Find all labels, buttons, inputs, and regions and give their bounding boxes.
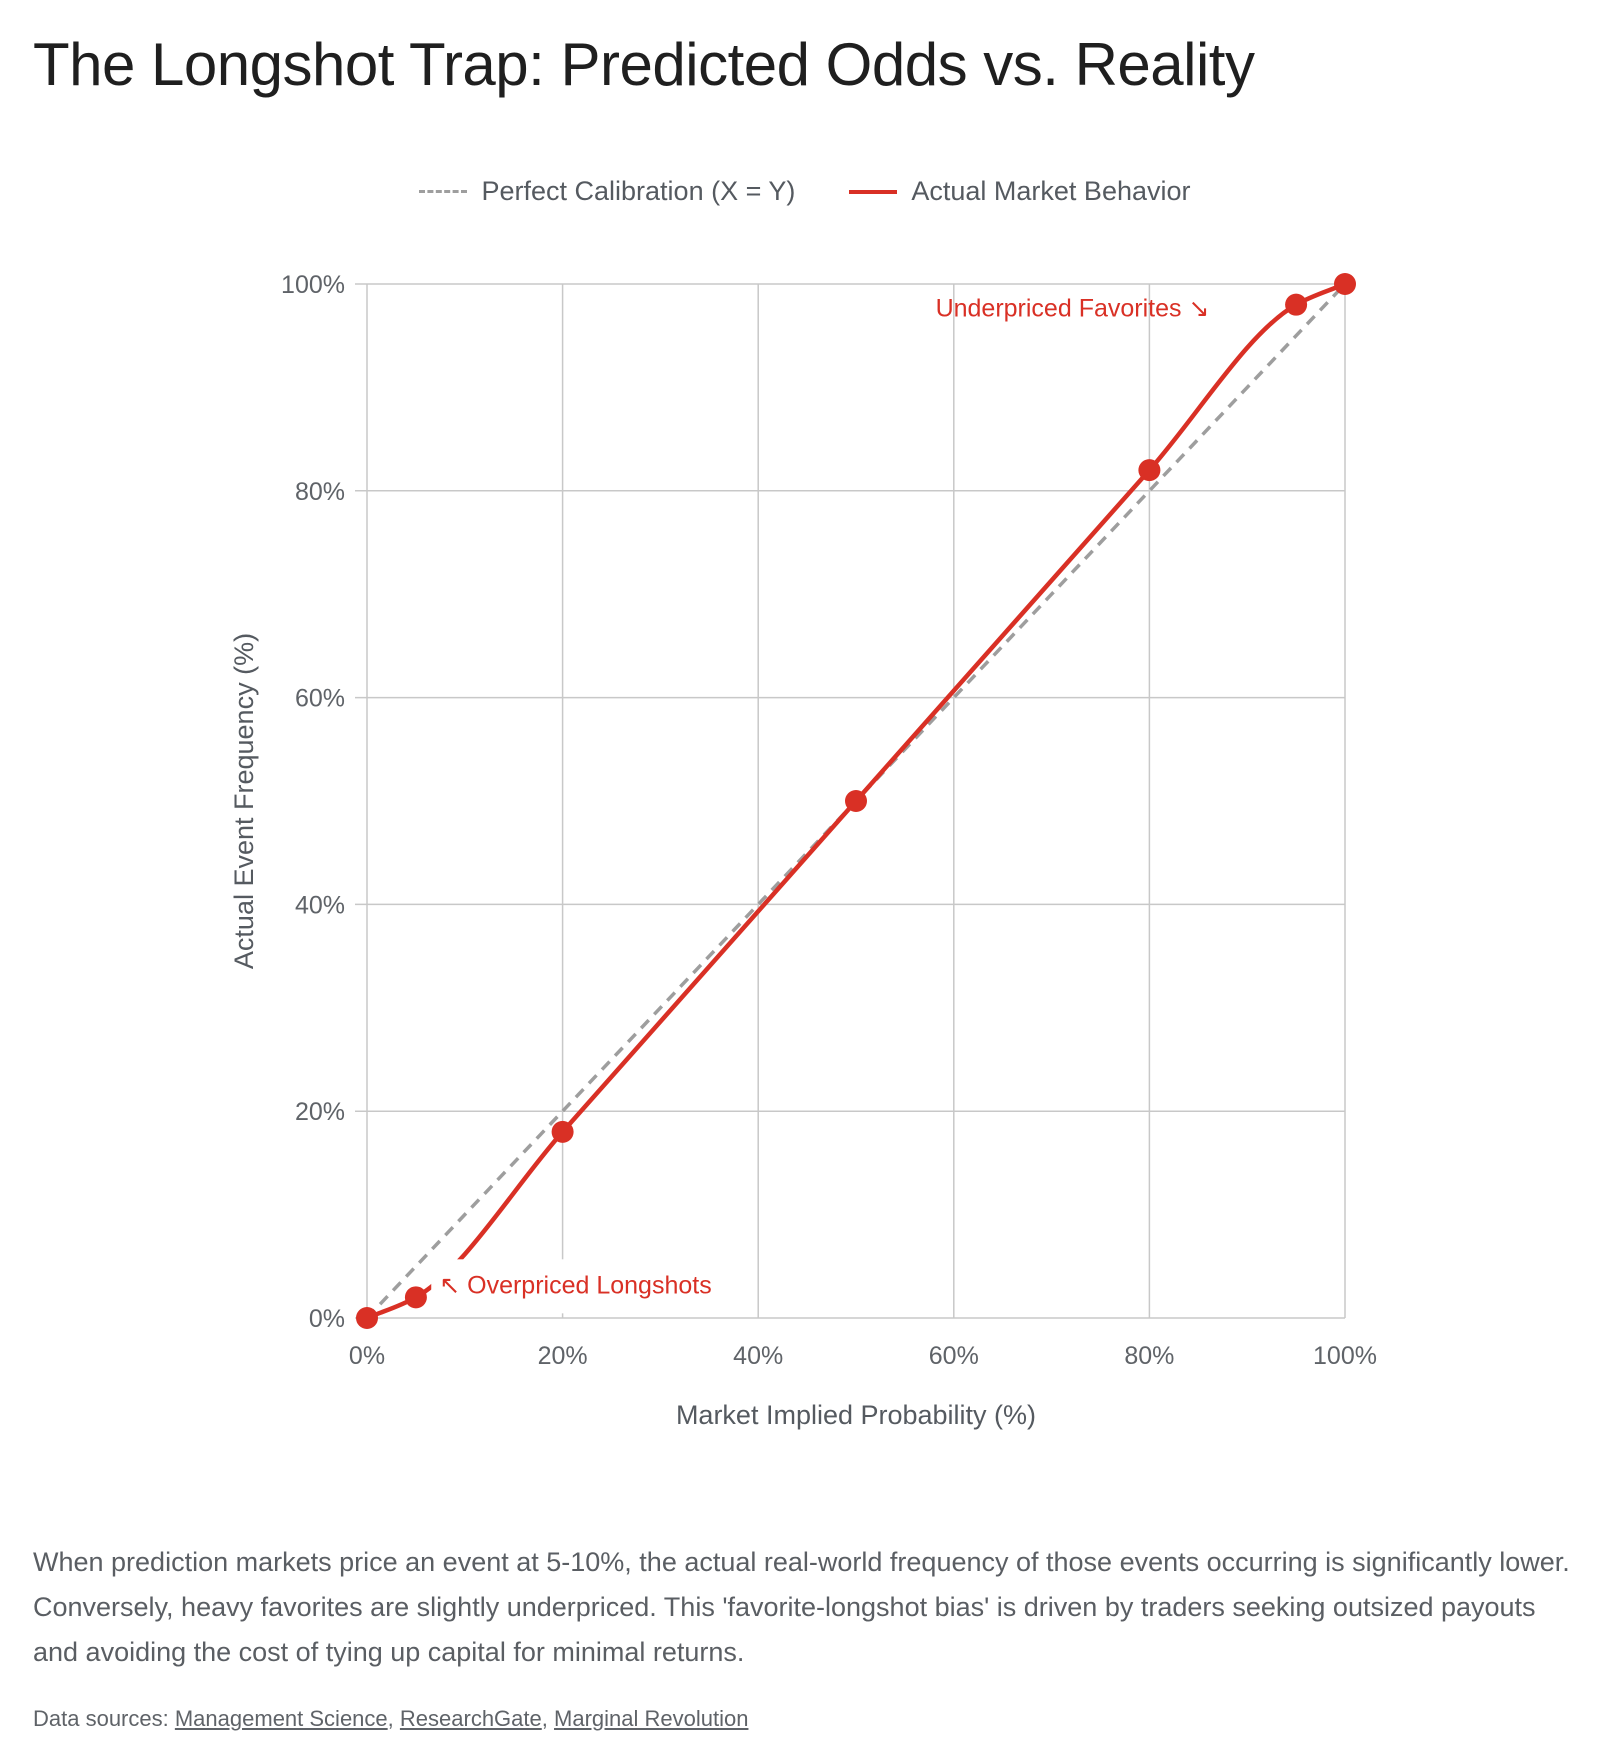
sources-separator: ,	[387, 1706, 394, 1731]
annotation-overpriced-longshots: ↖ Overpriced Longshots	[439, 1271, 711, 1299]
source-link-marginal-revolution[interactable]: Marginal Revolution	[554, 1706, 749, 1731]
chart-legend: Perfect Calibration (X = Y) Actual Marke…	[0, 176, 1600, 207]
page-title: The Longshot Trap: Predicted Odds vs. Re…	[33, 31, 1255, 98]
data-point-marker[interactable]	[551, 1120, 574, 1143]
y-tick-label: 80%	[295, 478, 345, 506]
legend-swatch-dashed	[419, 190, 468, 193]
source-link-management-science[interactable]: Management Science	[174, 1706, 388, 1731]
calibration-chart: 0% 20% 40% 60% 80% 100% 0% 20% 40% 60% 80% 100% Und…	[229, 271, 1377, 1430]
y-tick-label: 60%	[295, 685, 345, 713]
legend-swatch-solid	[849, 189, 898, 194]
data-point-marker[interactable]	[1138, 459, 1161, 482]
data-point-marker[interactable]	[404, 1286, 427, 1309]
sources-separator: ,	[541, 1706, 548, 1731]
y-tick-label: 20%	[295, 1098, 345, 1126]
x-tick-label: 100%	[1313, 1342, 1377, 1370]
y-tick-label: 100%	[281, 271, 345, 299]
y-tick-label: 40%	[295, 891, 345, 919]
x-tick-label: 40%	[733, 1342, 783, 1370]
data-point-marker[interactable]	[1285, 293, 1308, 316]
y-tick-label: 0%	[309, 1305, 345, 1333]
data-point-marker[interactable]	[845, 790, 867, 812]
legend-label-actual: Actual Market Behavior	[911, 176, 1191, 206]
x-axis-title: Market Implied Probability (%)	[676, 1400, 1036, 1430]
data-sources: Data sources: Management Science, Resear…	[33, 1706, 748, 1732]
data-point-marker[interactable]	[1334, 273, 1356, 295]
x-tick-label: 0%	[349, 1342, 385, 1370]
legend-item-calibration[interactable]: Perfect Calibration (X = Y)	[419, 176, 795, 207]
markers-layer	[356, 273, 1356, 1329]
annotation-underpriced-favorites: Underpriced Favorites ↘	[936, 295, 1210, 323]
tick-labels: 0% 20% 40% 60% 80% 100% 0% 20% 40% 60% 80% 100%	[281, 271, 1377, 1370]
sources-prefix: Data sources:	[33, 1706, 169, 1731]
source-link-researchgate[interactable]: ResearchGate	[399, 1706, 542, 1731]
y-axis-title: Actual Event Frequency (%)	[229, 633, 259, 969]
x-tick-label: 60%	[929, 1342, 979, 1370]
grid-layer	[355, 283, 1346, 1319]
chart-description: When prediction markets price an event a…	[33, 1547, 1570, 1667]
x-tick-label: 20%	[538, 1342, 588, 1370]
data-point-marker[interactable]	[356, 1307, 378, 1329]
annotations-layer: Underpriced Favorites ↘ ↖ Overpriced Lon…	[431, 295, 1209, 1314]
legend-item-actual[interactable]: Actual Market Behavior	[849, 176, 1191, 207]
x-tick-label: 80%	[1124, 1342, 1174, 1370]
annotation-longshot-background	[431, 1259, 758, 1314]
legend-label-calibration: Perfect Calibration (X = Y)	[481, 176, 796, 206]
